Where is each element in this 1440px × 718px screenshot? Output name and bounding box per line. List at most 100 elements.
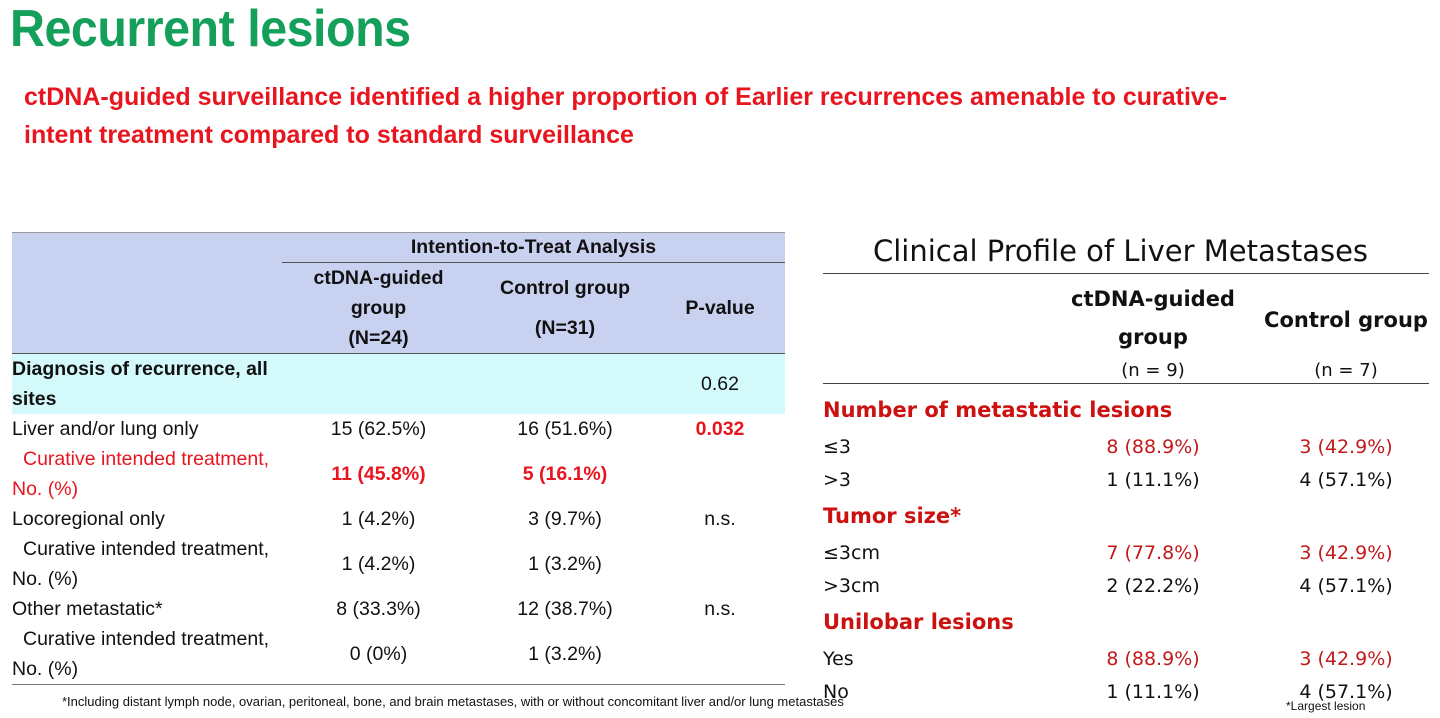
control-value: 12 (38.7%) [517, 597, 613, 620]
control-value: 16 (51.6%) [517, 417, 613, 440]
section-label: Tumor size* [823, 504, 962, 528]
p-value: n.s. [704, 597, 736, 620]
table-row: Other metastatic* 8 (33.3%) 12 (38.7%) n… [12, 594, 785, 624]
section-label: Number of metastatic lesions [823, 398, 1173, 422]
table-row: Locoregional only 1 (4.2%) 3 (9.7%) n.s. [12, 504, 785, 534]
column-header-row: ctDNA-guided group (N=24) Control group … [12, 262, 786, 354]
table-row: >3 1 (11.1%) 4 (57.1%) [823, 463, 1429, 496]
ctdna-group-header: ctDNA-guided group (N=24) [282, 262, 475, 354]
itt-group-header-row: Intention-to-Treat Analysis [12, 232, 786, 263]
row-label-line1: Curative intended treatment, [23, 448, 270, 470]
row-label-line2: No. (%) [12, 658, 79, 680]
p-value [655, 624, 786, 685]
control-value [475, 353, 655, 414]
right-header-row: ctDNA-guided group Control group [823, 280, 1429, 356]
ctdna-header-line2: group [350, 297, 407, 319]
row-label-line2: No. (%) [12, 568, 79, 590]
row-label: Curative intended treatment, No. (%) [12, 624, 282, 685]
header-rule [823, 383, 1429, 384]
table-row: No 1 (11.1%) 4 (57.1%) [823, 675, 1429, 708]
ctdna-value: 8 (88.9%) [1106, 435, 1200, 458]
row-label: Curative intended treatment, No. (%) [12, 534, 282, 594]
control-group-header: Control group (N=31) [475, 262, 655, 354]
ctdna-header-line1: ctDNA-guided [313, 267, 444, 289]
control-value: 4 (57.1%) [1299, 680, 1393, 703]
row-label: ≤3 [823, 435, 852, 458]
p-value [655, 534, 785, 594]
ctdna-header-line2: group [1118, 325, 1188, 349]
table-row: Yes 8 (88.9%) 3 (42.9%) [823, 642, 1429, 675]
p-value: 0.032 [695, 417, 745, 440]
itt-group-header: Intention-to-Treat Analysis [282, 232, 786, 263]
control-value: 4 (57.1%) [1299, 468, 1393, 491]
row-label: >3cm [823, 574, 880, 597]
ctdna-n: (n = 9) [1121, 359, 1185, 381]
row-label: ≤3cm [823, 541, 880, 564]
row-label: Curative intended treatment, No. (%) [12, 444, 282, 504]
ctdna-value: 1 (11.1%) [1106, 468, 1200, 491]
ctdna-value: 8 (88.9%) [1106, 647, 1200, 670]
control-value: 3 (42.9%) [1299, 541, 1393, 564]
left-table-footnote: *Including distant lymph node, ovarian, … [62, 694, 844, 709]
blank-col-header [12, 262, 282, 354]
blank-header-cell [823, 280, 1043, 356]
liver-metastases-table: ctDNA-guided group Control group (n = 9)… [823, 280, 1429, 708]
row-label-line1: Curative intended treatment, [23, 628, 270, 650]
control-header-n: (N=31) [534, 317, 596, 339]
ctdna-value [282, 353, 475, 414]
control-value: 3 (42.9%) [1299, 647, 1393, 670]
control-value: 1 (3.2%) [475, 624, 655, 685]
table-row: Diagnosis of recurrence, all sites 0.62 [12, 353, 786, 414]
ctdna-value: 8 (33.3%) [336, 597, 421, 620]
section-header-tumor-size: Tumor size* [823, 496, 1429, 536]
table-row: Curative intended treatment, No. (%) 1 (… [12, 534, 785, 594]
control-n: (n = 7) [1314, 359, 1378, 381]
control-value: 3 (42.9%) [1299, 435, 1393, 458]
control-value: 5 (16.1%) [522, 462, 608, 485]
slide-subtitle: ctDNA-guided surveillance identified a h… [24, 83, 1228, 149]
ctdna-value: 11 (45.8%) [331, 462, 426, 485]
ctdna-value: 1 (4.2%) [341, 507, 416, 530]
control-header-line1: Control group [1264, 308, 1428, 332]
ctdna-value: 15 (62.5%) [330, 417, 427, 440]
p-value [655, 444, 785, 504]
row-label-line2: sites [12, 388, 57, 410]
row-label: >3 [823, 468, 852, 491]
control-value: 1 (3.2%) [528, 552, 602, 575]
p-value: n.s. [704, 507, 736, 530]
control-group-header: Control group [1263, 280, 1429, 356]
row-label-line1: Diagnosis of recurrence, all [12, 358, 268, 380]
table-row: Liver and/or lung only 15 (62.5%) 16 (51… [12, 414, 785, 444]
control-value: 4 (57.1%) [1299, 574, 1393, 597]
title-rule [823, 273, 1429, 274]
section-header-lesions: Number of metastatic lesions [823, 384, 1429, 430]
ctdna-value: 2 (22.2%) [1106, 574, 1200, 597]
control-header-line1: Control group [500, 277, 630, 299]
table-row: Curative intended treatment, No. (%) 0 (… [12, 624, 786, 685]
row-label: Yes [823, 647, 854, 670]
blank-n-cell [823, 356, 1043, 384]
right-table-footnote: *Largest lesion [1286, 699, 1366, 713]
control-value: 3 (9.7%) [528, 507, 602, 530]
table-row: >3cm 2 (22.2%) 4 (57.1%) [823, 569, 1429, 602]
p-value: 0.62 [655, 353, 786, 414]
row-label-line2: No. (%) [12, 478, 79, 500]
right-n-row: (n = 9) (n = 7) [823, 356, 1429, 384]
section-label: Unilobar lesions [823, 610, 1014, 634]
liver-metastases-title: Clinical Profile of Liver Metastases [873, 234, 1369, 268]
row-label: Liver and/or lung only [12, 418, 199, 440]
row-label: No [823, 680, 849, 703]
slide-title: Recurrent lesions [10, 0, 411, 58]
itt-analysis-table: Intention-to-Treat Analysis ctDNA-guided… [12, 232, 786, 685]
row-label: Diagnosis of recurrence, all sites [12, 353, 282, 414]
ctdna-value: 7 (77.8%) [1106, 541, 1200, 564]
section-header-unilobar: Unilobar lesions [823, 602, 1429, 642]
ctdna-header-n: (N=24) [348, 327, 409, 349]
row-label-line1: Curative intended treatment, [23, 538, 270, 560]
ctdna-header-line1: ctDNA-guided [1071, 287, 1235, 311]
row-label: Other metastatic* [12, 598, 163, 620]
ctdna-value: 0 (0%) [282, 624, 475, 685]
ctdna-value: 1 (4.2%) [341, 552, 416, 575]
table-row: ≤3cm 7 (77.8%) 3 (42.9%) [823, 536, 1429, 569]
ctdna-group-header: ctDNA-guided group [1043, 280, 1263, 356]
